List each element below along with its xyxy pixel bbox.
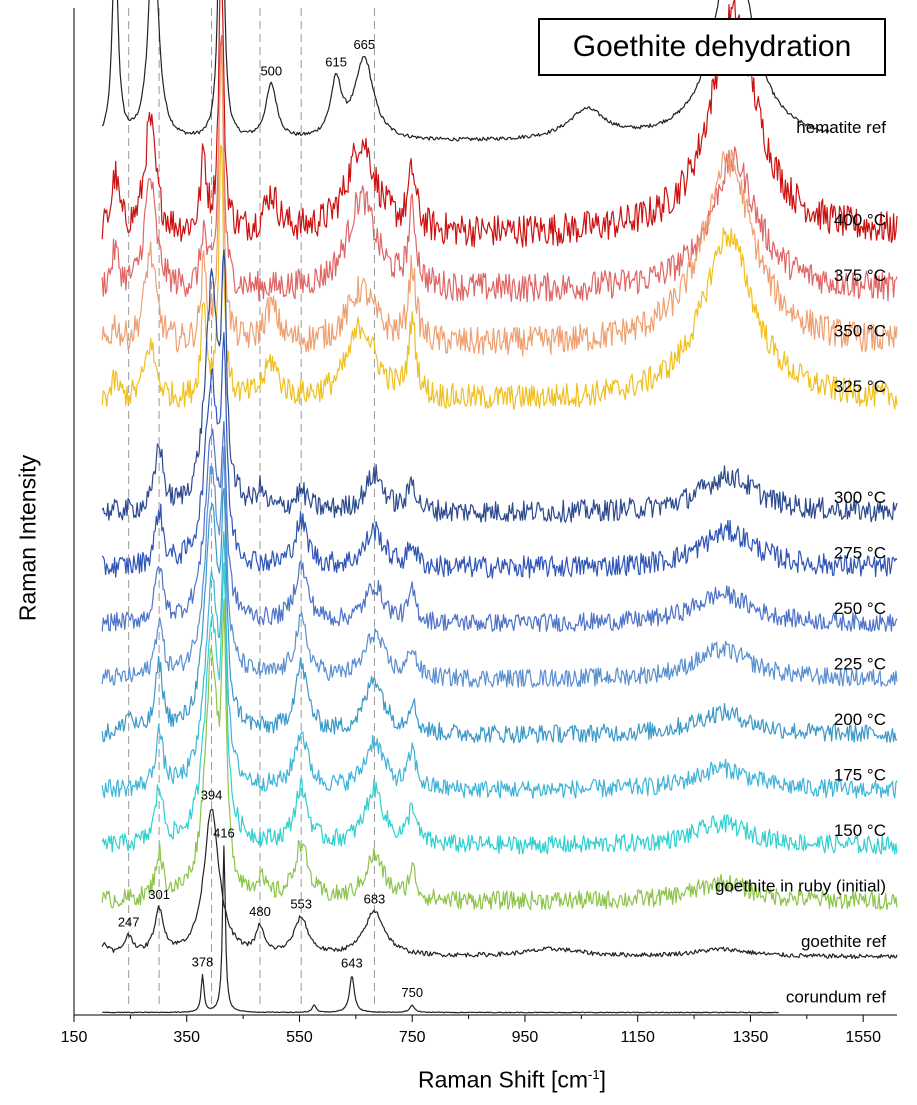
series-line bbox=[101, 332, 898, 579]
x-tick-label: 750 bbox=[399, 1029, 426, 1046]
series-label: corundum ref bbox=[786, 988, 886, 1007]
peak-label: 500 bbox=[260, 63, 282, 78]
x-axis-label-text: Raman Shift [cm bbox=[418, 1066, 589, 1093]
peak-label: 553 bbox=[290, 897, 312, 912]
x-tick-label: 1550 bbox=[845, 1029, 881, 1046]
series-line bbox=[101, 562, 898, 855]
series-line bbox=[101, 0, 898, 248]
x-tick-label: 1350 bbox=[733, 1029, 769, 1046]
series-line bbox=[101, 249, 898, 523]
series-line bbox=[101, 487, 898, 744]
series-line bbox=[101, 808, 898, 960]
series-label: 275 °C bbox=[834, 544, 886, 563]
series-label: hematite ref bbox=[796, 118, 886, 137]
chart-title: Goethite dehydration bbox=[538, 18, 886, 76]
series-line bbox=[101, 531, 898, 800]
x-tick-label: 1150 bbox=[620, 1029, 655, 1046]
series-label: 400 °C bbox=[834, 211, 886, 230]
y-axis-label: Raman Intensity bbox=[14, 454, 41, 622]
x-tick-label: 150 bbox=[61, 1029, 88, 1046]
series-label: 200 °C bbox=[834, 710, 886, 729]
x-tick-label: 350 bbox=[173, 1029, 200, 1046]
x-axis-label-superscript: -1 bbox=[588, 1066, 600, 1082]
peak-label: 301 bbox=[148, 887, 170, 902]
series-line bbox=[101, 446, 898, 688]
series-label: 225 °C bbox=[834, 655, 886, 674]
series-line bbox=[101, 45, 898, 357]
series-line bbox=[101, 35, 898, 303]
series-line bbox=[101, 421, 898, 633]
x-tick-label: 950 bbox=[512, 1029, 539, 1046]
peak-label: 394 bbox=[201, 787, 223, 802]
series-label: 250 °C bbox=[834, 599, 886, 618]
series-line bbox=[102, 845, 779, 1014]
series-line bbox=[101, 599, 898, 911]
series-label: 150 °C bbox=[834, 821, 886, 840]
peak-label: 750 bbox=[401, 985, 423, 1000]
x-tick-label: 550 bbox=[286, 1029, 313, 1046]
series-label: 375 °C bbox=[834, 266, 886, 285]
series-label: 175 °C bbox=[834, 766, 886, 785]
series-label: 325 °C bbox=[834, 377, 886, 396]
peak-label: 247 bbox=[118, 915, 140, 930]
series-label: 350 °C bbox=[834, 322, 886, 341]
x-axis-label-end: ] bbox=[599, 1066, 606, 1093]
x-axis-label: Raman Shift [cm-1] bbox=[418, 1067, 606, 1094]
series-label: goethite ref bbox=[801, 932, 886, 951]
series-line bbox=[101, 144, 898, 411]
peak-label: 643 bbox=[341, 955, 363, 970]
series-label: goethite in ruby (initial) bbox=[715, 877, 886, 896]
peak-label: 378 bbox=[192, 954, 214, 969]
peak-label: 480 bbox=[249, 904, 271, 919]
series-label: 300 °C bbox=[834, 488, 886, 507]
peak-label: 615 bbox=[325, 54, 347, 69]
peak-label: 665 bbox=[353, 37, 375, 52]
peak-label: 416 bbox=[213, 826, 235, 841]
peak-label: 683 bbox=[364, 891, 386, 906]
